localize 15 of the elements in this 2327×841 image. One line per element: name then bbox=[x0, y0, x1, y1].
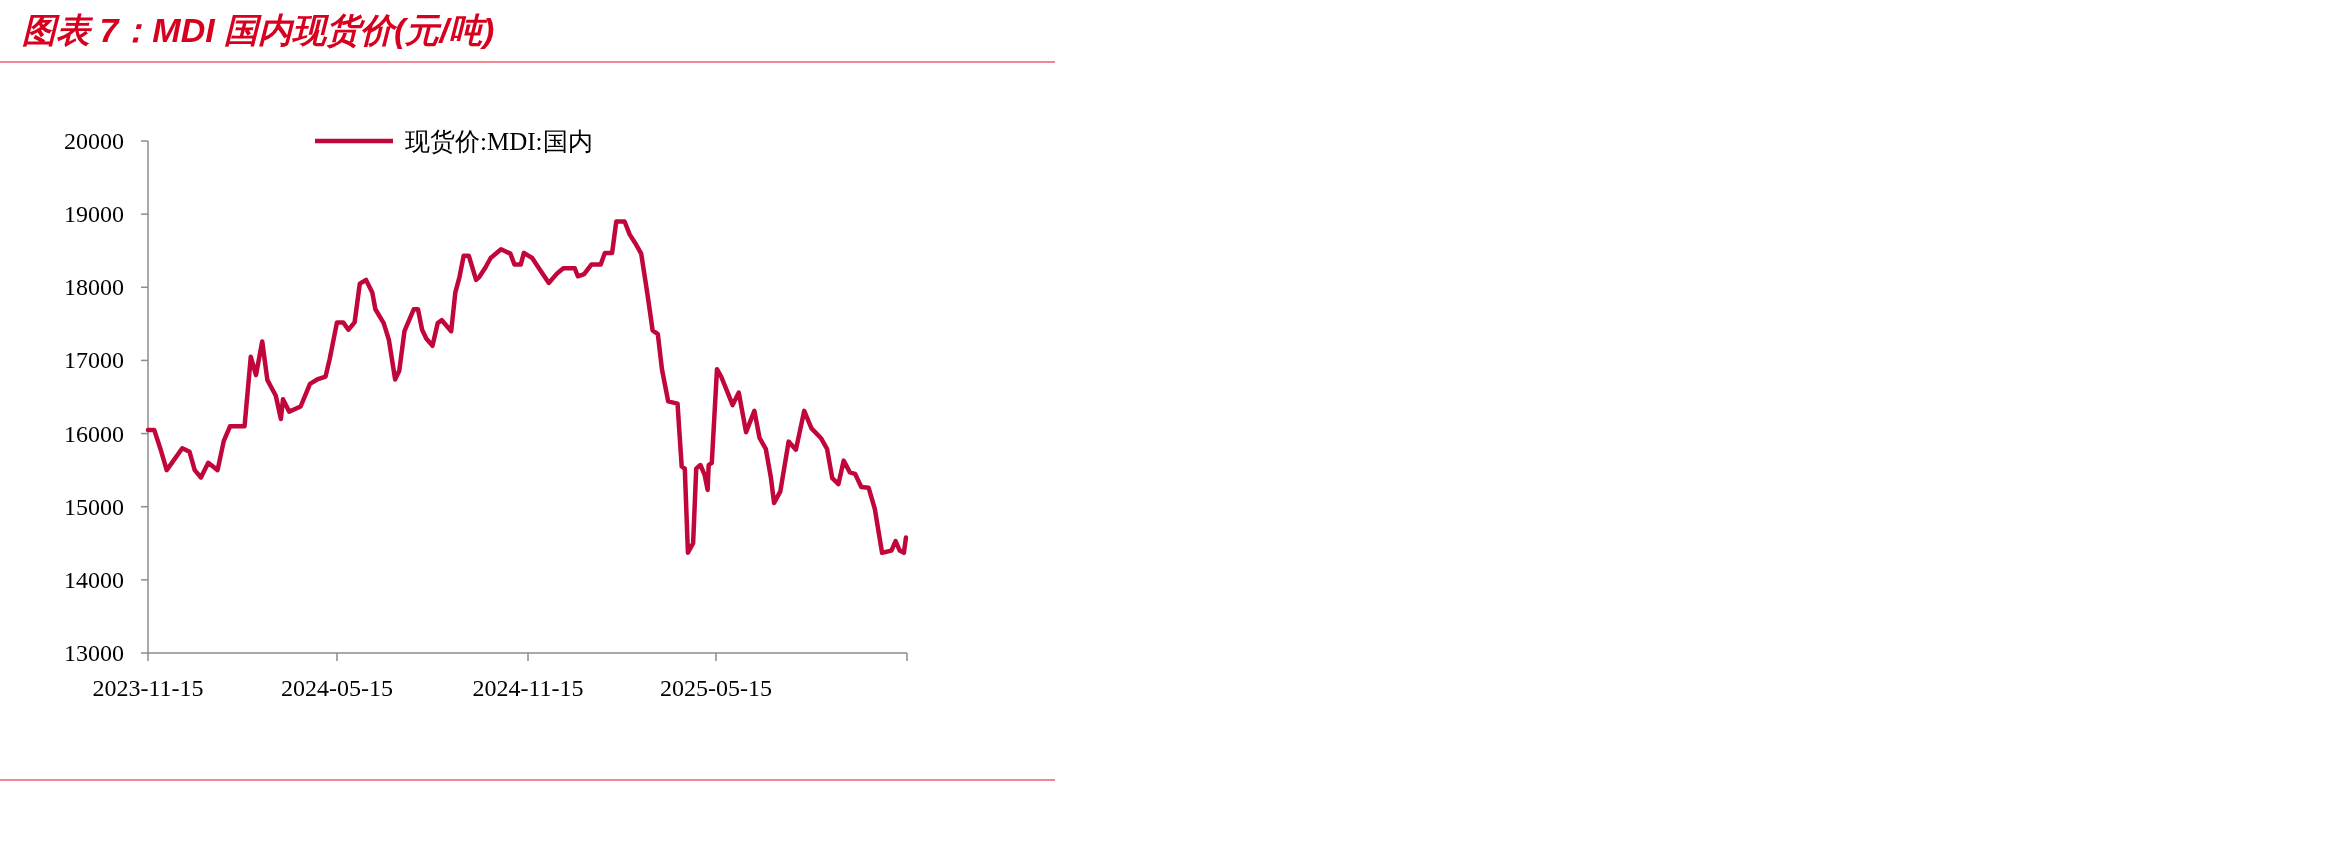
x-tick-label: 2024-05-15 bbox=[280, 675, 393, 701]
x-tick-label: 2025-05-15 bbox=[659, 675, 772, 701]
legend-label: 现货价:MDI:国内 bbox=[405, 128, 593, 155]
y-tick-label: 14000 bbox=[64, 566, 124, 593]
x-tick-label: 2024-11-15 bbox=[472, 675, 584, 701]
y-tick-label: 18000 bbox=[64, 274, 124, 301]
title: 图表 7：MDI 国内现货价(元/吨) bbox=[22, 11, 495, 49]
y-tick-label: 13000 bbox=[64, 640, 124, 666]
y-tick-label: 16000 bbox=[64, 420, 124, 447]
y-tick-label: 19000 bbox=[64, 201, 124, 228]
y-tick-label: 15000 bbox=[64, 493, 124, 520]
line-series bbox=[145, 219, 909, 556]
y-tick-label: 17000 bbox=[64, 347, 124, 374]
x-tick-label: 2023-11-15 bbox=[92, 675, 204, 701]
y-tick-label: 20000 bbox=[64, 128, 124, 154]
